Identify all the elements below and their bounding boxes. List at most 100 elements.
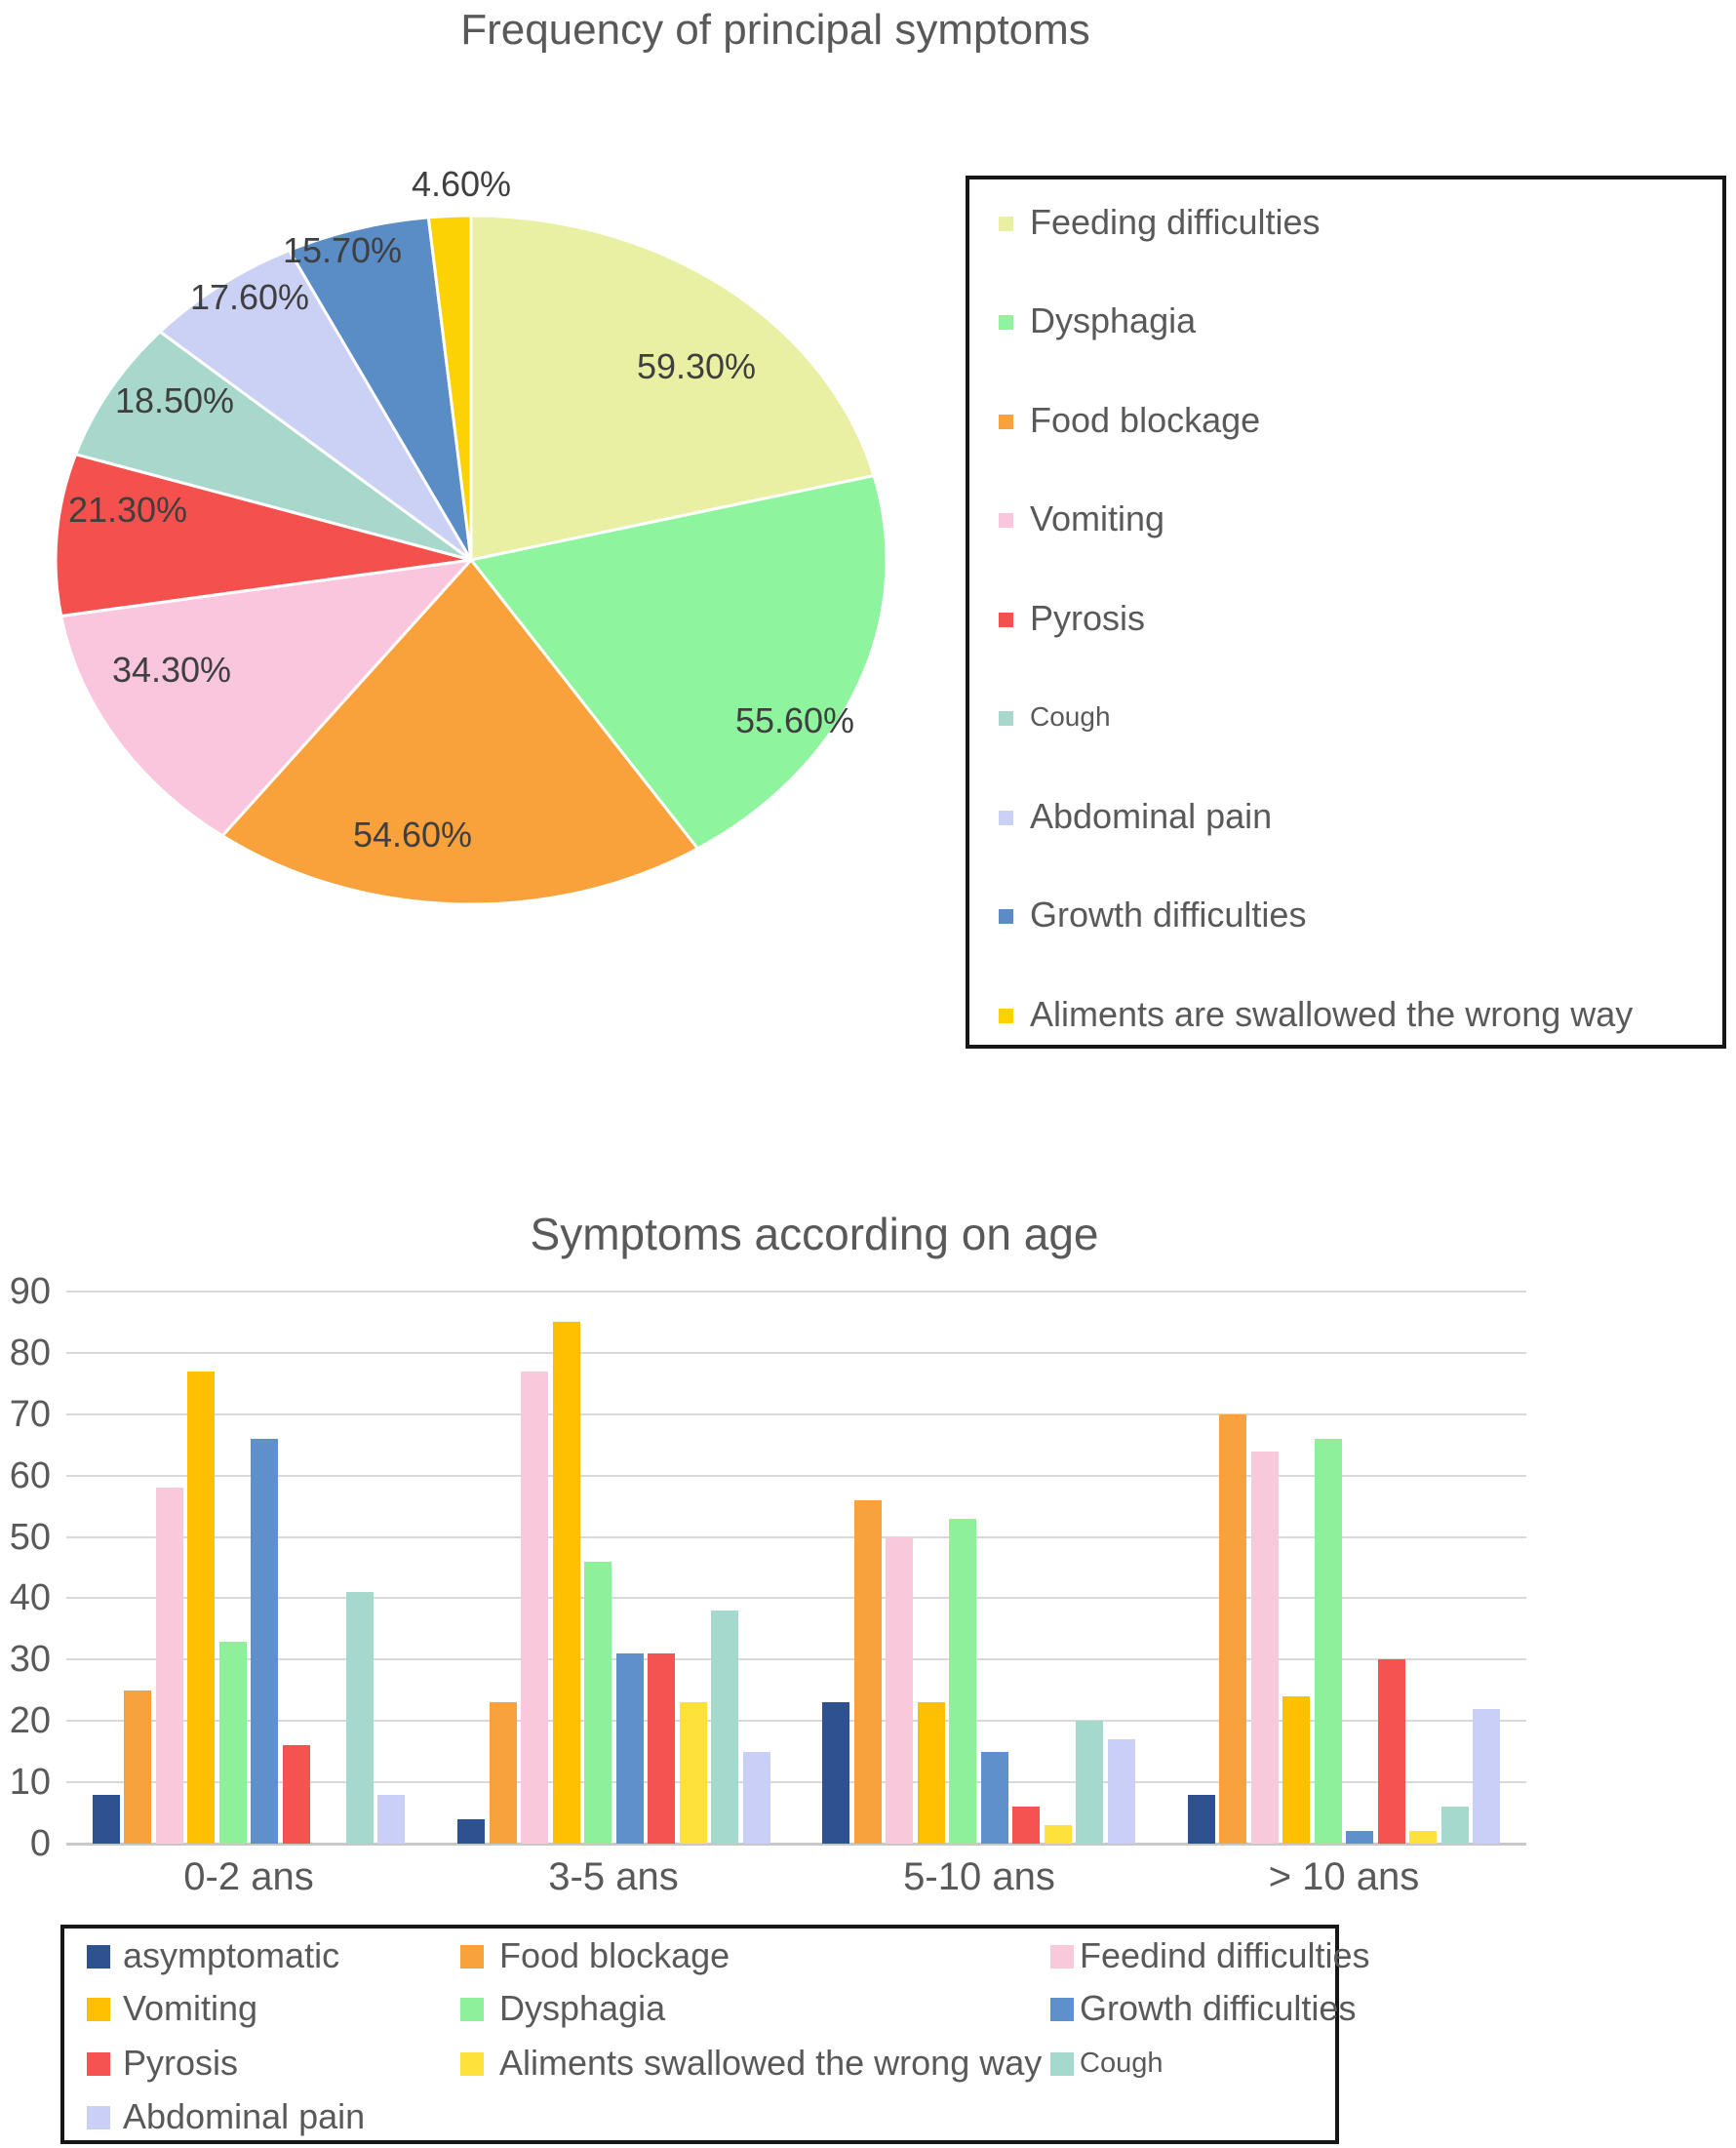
legend-label-food-blockage: Food blockage bbox=[499, 1935, 730, 1975]
gridline-20 bbox=[66, 1720, 1526, 1722]
bar-asymptomatic-10-ans bbox=[1187, 1794, 1215, 1844]
bar-growth-difficulties-3-5-ans bbox=[615, 1653, 644, 1844]
legend-chip-feeding-difficulties bbox=[999, 217, 1013, 231]
bar-cough-10-ans bbox=[1440, 1807, 1469, 1844]
pie-data-label-aliments-are-swallowed-the-wrong-way: 4.60% bbox=[411, 164, 512, 204]
y-tick-30: 30 bbox=[9, 1639, 51, 1680]
gridline-10 bbox=[66, 1781, 1526, 1783]
y-tick-80: 80 bbox=[9, 1333, 51, 1373]
bar-pyrosis-5-10-ans bbox=[1012, 1807, 1041, 1844]
bar-dysphagia-3-5-ans bbox=[584, 1561, 612, 1844]
gridline-60 bbox=[66, 1475, 1526, 1477]
pie-slice-cough bbox=[74, 330, 473, 562]
bar-growth-difficulties-10-ans bbox=[1346, 1831, 1374, 1844]
bar-dysphagia-5-10-ans bbox=[949, 1518, 977, 1844]
bar-legend: asymptomatic Food blockage Feedind difficu… bbox=[60, 1925, 1370, 2144]
pie-legend: Feeding difficulties Dysphagia Food blocka… bbox=[966, 176, 1726, 1049]
pie-slice-food-blockage bbox=[220, 558, 699, 906]
gridline-80 bbox=[66, 1352, 1526, 1354]
legend-label-cough: Cough bbox=[1080, 2048, 1164, 2079]
pie-data-label-pyrosis: 21.30% bbox=[67, 490, 188, 530]
legend-chip-vomiting bbox=[999, 513, 1013, 528]
legend-label-asymptomatic: asymptomatic bbox=[123, 1935, 340, 1975]
pie-data-label-vomiting: 34.30% bbox=[111, 650, 232, 690]
bar-feedind-difficulties-0-2-ans bbox=[155, 1488, 183, 1844]
legend-label-food-blockage: Food blockage bbox=[1030, 400, 1261, 440]
x-category-label-10-ans: > 10 ans bbox=[1268, 1855, 1420, 1898]
bar-food-blockage-3-5-ans bbox=[489, 1702, 517, 1844]
bar-pyrosis-10-ans bbox=[1377, 1659, 1405, 1844]
legend-chip-food-blockage bbox=[460, 1945, 484, 1969]
legend-chip-growth-difficulties bbox=[1050, 1998, 1074, 2021]
legend-label-aliments-are-swallowed-the-wrong-way: Aliments are swallowed the wrong way bbox=[1030, 994, 1634, 1034]
legend-chip-asymptomatic bbox=[87, 1945, 110, 1969]
bar-feedind-difficulties-5-10-ans bbox=[886, 1536, 914, 1844]
y-tick-50: 50 bbox=[9, 1517, 51, 1558]
pie-data-label-feeding-difficulties: 59.30% bbox=[636, 346, 757, 386]
bar-abdominal-pain-5-10-ans bbox=[1107, 1739, 1135, 1844]
legend-label-pyrosis: Pyrosis bbox=[1030, 598, 1146, 638]
y-tick-20: 20 bbox=[9, 1700, 51, 1741]
gridline-70 bbox=[66, 1413, 1526, 1415]
bar-cough-5-10-ans bbox=[1076, 1721, 1104, 1844]
pie-data-label-dysphagia: 55.60% bbox=[734, 700, 855, 740]
y-tick-90: 90 bbox=[9, 1271, 51, 1312]
pie-data-label-cough: 18.50% bbox=[114, 380, 235, 420]
y-tick-40: 40 bbox=[9, 1577, 51, 1618]
x-axis-line bbox=[66, 1843, 1526, 1846]
bar-vomiting-3-5-ans bbox=[552, 1322, 580, 1844]
legend-chip-feedind-difficulties bbox=[1050, 1945, 1074, 1969]
bar-dysphagia-0-2-ans bbox=[218, 1641, 247, 1844]
bar-pyrosis-0-2-ans bbox=[282, 1745, 310, 1844]
legend-label-growth-difficulties: Growth difficulties bbox=[1080, 1988, 1357, 2028]
pie-data-label-abdominal-pain: 17.60% bbox=[189, 277, 310, 317]
legend-label-pyrosis: Pyrosis bbox=[123, 2043, 239, 2083]
legend-label-dysphagia: Dysphagia bbox=[1030, 300, 1197, 340]
x-category-label-0-2-ans: 0-2 ans bbox=[183, 1855, 314, 1898]
gridline-90 bbox=[66, 1291, 1526, 1293]
legend-label-vomiting: Vomiting bbox=[1030, 498, 1165, 538]
pie-slice-vomiting bbox=[59, 558, 473, 838]
x-category-label-3-5-ans: 3-5 ans bbox=[548, 1855, 679, 1898]
bar-abdominal-pain-10-ans bbox=[1473, 1708, 1501, 1844]
legend-chip-cough bbox=[999, 711, 1013, 726]
bar-asymptomatic-3-5-ans bbox=[457, 1818, 486, 1844]
bar-growth-difficulties-5-10-ans bbox=[980, 1751, 1008, 1844]
bar-dysphagia-10-ans bbox=[1314, 1438, 1342, 1844]
pie-slice-abdominal-pain bbox=[158, 249, 473, 562]
y-tick-60: 60 bbox=[9, 1455, 51, 1496]
legend-chip-pyrosis bbox=[999, 613, 1013, 627]
legend-chip-dysphagia bbox=[460, 1998, 484, 2021]
legend-chip-vomiting bbox=[87, 1998, 110, 2021]
bar-aliments-swallowed-the-wrong-way-5-10-ans bbox=[1044, 1825, 1072, 1844]
legend-chip-cough bbox=[1050, 2052, 1074, 2076]
legend-chip-abdominal-pain bbox=[999, 811, 1013, 825]
legend-label-cough: Cough bbox=[1030, 701, 1111, 732]
pie-chart-title: Frequency of principal symptoms bbox=[460, 6, 1090, 54]
bar-asymptomatic-5-10-ans bbox=[822, 1702, 850, 1844]
legend-label-growth-difficulties: Growth difficulties bbox=[1030, 895, 1307, 935]
y-tick-0: 0 bbox=[29, 1823, 51, 1864]
legend-chip-dysphagia bbox=[999, 315, 1013, 330]
legend-label-dysphagia: Dysphagia bbox=[499, 1988, 666, 2028]
bar-food-blockage-5-10-ans bbox=[853, 1499, 882, 1844]
pie-data-label-food-blockage: 54.60% bbox=[352, 815, 473, 855]
bar-aliments-swallowed-the-wrong-way-10-ans bbox=[1409, 1831, 1438, 1844]
legend-chip-growth-difficulties bbox=[999, 909, 1013, 924]
x-category-label-5-10-ans: 5-10 ans bbox=[903, 1855, 1055, 1898]
legend-label-feeding-difficulties: Feeding difficulties bbox=[1030, 202, 1321, 242]
pie-slice-pyrosis bbox=[54, 453, 473, 617]
pie-data-label-growth-difficulties: 15.70% bbox=[282, 230, 403, 270]
gridline-40 bbox=[66, 1597, 1526, 1599]
legend-label-feedind-difficulties: Feedind difficulties bbox=[1080, 1935, 1370, 1975]
pie-slice-feeding-difficulties bbox=[469, 214, 876, 562]
bar-feedind-difficulties-10-ans bbox=[1250, 1451, 1279, 1844]
legend-chip-pyrosis bbox=[87, 2052, 110, 2076]
bar-food-blockage-10-ans bbox=[1219, 1413, 1247, 1844]
pie-slice-growth-difficulties bbox=[288, 216, 473, 562]
bar-asymptomatic-0-2-ans bbox=[92, 1794, 120, 1844]
bar-chart-title: Symptoms according on age bbox=[530, 1209, 1099, 1259]
legend-label-abdominal-pain: Abdominal pain bbox=[123, 2096, 366, 2136]
bar-growth-difficulties-0-2-ans bbox=[251, 1438, 279, 1844]
